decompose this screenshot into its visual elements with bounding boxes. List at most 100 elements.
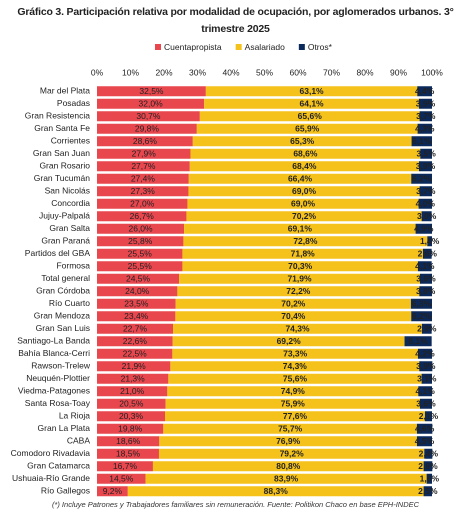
value-label: 75,6% [283, 374, 308, 384]
value-label: 9,2% [103, 486, 123, 496]
bar-segment [145, 473, 427, 484]
bar-segment [418, 98, 432, 109]
bar-segment [97, 298, 176, 309]
value-label: 21,0% [120, 386, 145, 396]
y-tick-label: Gran Mendoza [34, 311, 90, 321]
value-label: 6,2% [412, 174, 432, 184]
value-label: 71,8% [291, 249, 316, 259]
x-tick-label: 20% [155, 67, 172, 77]
value-label: 74,3% [285, 324, 310, 334]
bar-segment [417, 261, 432, 272]
bar-segment [97, 323, 174, 334]
value-label: 24,0% [125, 286, 150, 296]
bar-segment [173, 323, 422, 334]
bar-segment [97, 198, 188, 209]
bar-segment [97, 161, 190, 172]
bar-segment [196, 123, 418, 134]
legend-label: Cuentapropista [164, 42, 222, 52]
value-label: 27,7% [131, 161, 156, 171]
bar-segment [423, 461, 433, 472]
y-tick-label: Gran Resistencia [25, 111, 90, 121]
bar-segment [97, 186, 189, 197]
y-tick-label: Santiago-La Banda [17, 336, 90, 346]
value-label: 74,3% [283, 361, 308, 371]
value-label: 14,5% [109, 474, 134, 484]
value-label: 27,0% [130, 199, 155, 209]
y-tick-label: Gran Tucumán [34, 173, 90, 183]
value-label: 18,6% [116, 436, 141, 446]
y-tick-label: Gran Salta [49, 223, 90, 233]
bar-segment [97, 273, 180, 284]
value-label: 3,6% [416, 274, 436, 284]
y-tick-label: Gran La Plata [38, 423, 91, 433]
y-tick-label: Gran San Luis [36, 323, 90, 333]
value-label: 71,9% [287, 274, 312, 284]
bar-segment [97, 398, 166, 409]
bar-segment [418, 198, 432, 209]
x-tick-label: 70% [323, 67, 340, 77]
legend-label: Asalariado [245, 42, 285, 52]
x-tick-label: 30% [189, 67, 206, 77]
bar-segment [404, 336, 432, 347]
value-label: 68,6% [293, 149, 318, 159]
bar-segment [416, 423, 433, 434]
value-label: 80,8% [276, 461, 301, 471]
value-label: 4,3% [415, 124, 435, 134]
value-label: 27,9% [132, 149, 157, 159]
bar-segment [97, 86, 206, 97]
bar-segment [188, 186, 420, 197]
y-tick-label: Gran Rosario [39, 161, 90, 171]
value-label: 69,2% [277, 336, 302, 346]
bar-segment [192, 136, 412, 147]
bar-segment [97, 423, 164, 434]
value-label: 30,7% [136, 111, 161, 121]
x-tick-label: 90% [390, 67, 407, 77]
bar-segment [420, 148, 432, 159]
bar-segment [97, 111, 200, 122]
bar-segment [415, 223, 432, 234]
value-label: 25,5% [128, 249, 153, 259]
y-tick-label: Comodoro Rivadavia [11, 448, 91, 458]
bar-segment [97, 248, 183, 259]
bar-segment [97, 348, 173, 359]
bar-segment [183, 236, 428, 247]
value-label: 26,0% [128, 224, 153, 234]
value-label: 32,0% [139, 99, 164, 109]
x-tick-label: 40% [222, 67, 239, 77]
value-label: 73,3% [283, 349, 308, 359]
value-label: 22,7% [123, 324, 148, 334]
bar-segment [205, 86, 418, 97]
bar-segment [419, 286, 432, 297]
bar-segment [418, 386, 432, 397]
bar-segment [97, 286, 178, 297]
chart-title: Gráfico 3. Participación relativa por mo… [17, 6, 454, 35]
legend-swatch [155, 44, 161, 50]
bar-segment [97, 411, 166, 422]
y-tick-label: Posadas [57, 98, 90, 108]
bar-segment [411, 136, 432, 147]
bar-segment [421, 211, 432, 222]
bar-segment [419, 111, 432, 122]
value-label: 22,6% [123, 336, 148, 346]
value-label: 72,2% [286, 286, 311, 296]
value-label: 23,5% [124, 299, 149, 309]
bar-segment [188, 173, 412, 184]
y-tick-label: Río Gallegos [41, 486, 90, 496]
bar-segment [175, 311, 412, 322]
value-label: 8,1% [408, 336, 428, 346]
bar-segment [127, 486, 424, 497]
bar-segment [97, 473, 146, 484]
bar-segment [167, 386, 419, 397]
bar-segment [424, 411, 432, 422]
value-label: 65,9% [295, 124, 320, 134]
y-tick-label: Total general [41, 273, 90, 283]
value-label: 20,5% [119, 399, 144, 409]
bar-segment [179, 273, 420, 284]
legend-label: Otros* [308, 42, 333, 52]
value-label: 65,3% [290, 136, 315, 146]
bar-segment [97, 373, 169, 384]
value-label: 29,8% [135, 124, 160, 134]
value-label: 3,9% [416, 99, 436, 109]
bar-segment [165, 398, 420, 409]
